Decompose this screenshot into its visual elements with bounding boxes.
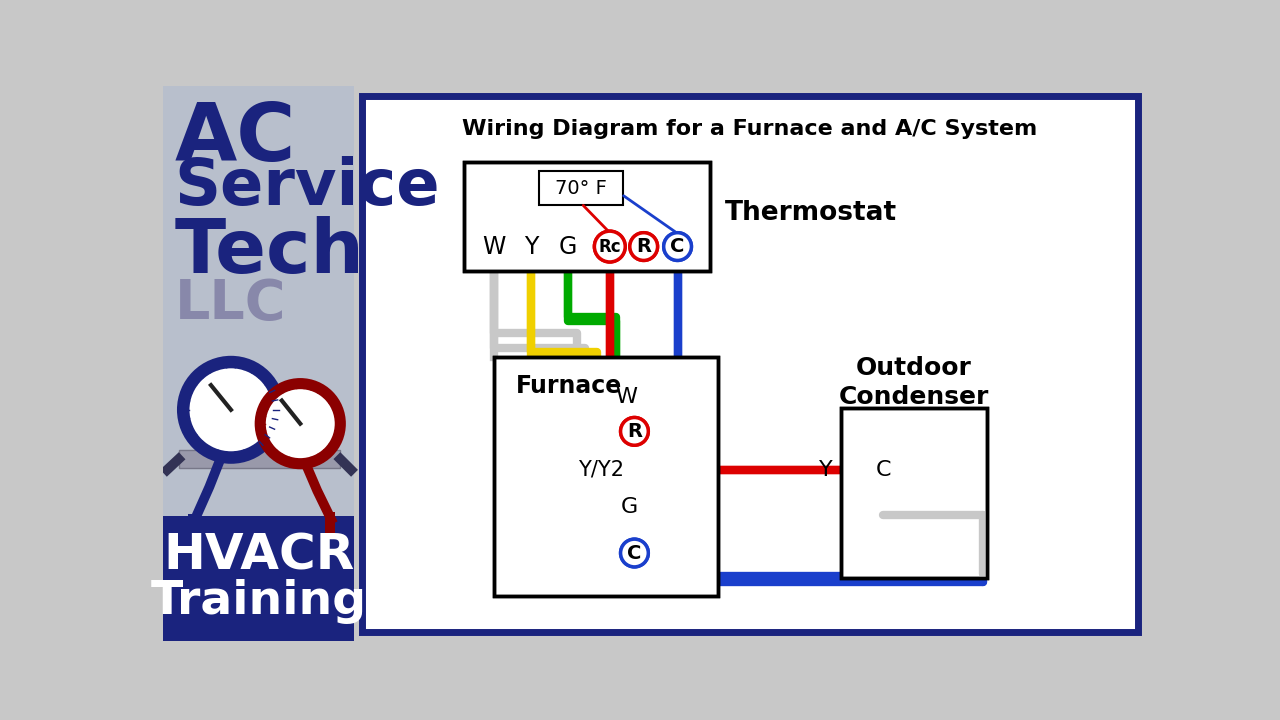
Text: Rc: Rc — [599, 238, 621, 256]
FancyBboxPatch shape — [164, 86, 355, 641]
Text: 70° F: 70° F — [556, 179, 607, 197]
FancyBboxPatch shape — [164, 516, 355, 641]
Text: G: G — [559, 235, 577, 258]
FancyBboxPatch shape — [362, 96, 1138, 631]
Circle shape — [621, 418, 648, 445]
FancyBboxPatch shape — [463, 162, 710, 271]
Circle shape — [664, 233, 691, 261]
Text: C: C — [627, 544, 641, 562]
Circle shape — [630, 233, 658, 261]
Circle shape — [594, 231, 625, 262]
Circle shape — [630, 233, 658, 261]
Circle shape — [621, 539, 648, 567]
Text: Rc: Rc — [599, 238, 621, 256]
Circle shape — [621, 418, 648, 445]
Text: R: R — [627, 422, 643, 441]
Text: C: C — [627, 544, 641, 562]
Circle shape — [260, 384, 340, 464]
Text: Y/Y2: Y/Y2 — [577, 460, 623, 480]
Text: Service: Service — [175, 156, 440, 217]
Text: Outdoor: Outdoor — [856, 356, 972, 380]
Text: Condenser: Condenser — [838, 385, 989, 409]
Text: HVACR: HVACR — [163, 531, 355, 580]
Text: Y: Y — [524, 235, 539, 258]
Text: Wiring Diagram for a Furnace and A/C System: Wiring Diagram for a Furnace and A/C Sys… — [462, 119, 1038, 139]
Circle shape — [594, 231, 625, 262]
Text: C: C — [876, 460, 891, 480]
FancyBboxPatch shape — [179, 450, 340, 468]
Text: Y: Y — [819, 460, 833, 480]
Circle shape — [183, 362, 279, 457]
Text: G: G — [621, 497, 637, 517]
Text: Tech: Tech — [175, 216, 365, 289]
FancyBboxPatch shape — [325, 512, 335, 534]
Text: AC: AC — [175, 100, 296, 179]
Text: W: W — [616, 387, 637, 408]
Text: R: R — [636, 237, 652, 256]
Text: W: W — [483, 235, 506, 258]
Circle shape — [621, 539, 648, 567]
Text: R: R — [636, 237, 652, 256]
Text: Furnace: Furnace — [516, 374, 622, 398]
FancyBboxPatch shape — [841, 408, 987, 577]
Text: C: C — [671, 237, 685, 256]
Text: LLC: LLC — [175, 277, 287, 331]
Text: C: C — [671, 237, 685, 256]
Circle shape — [664, 233, 691, 261]
FancyBboxPatch shape — [494, 357, 718, 596]
FancyBboxPatch shape — [188, 514, 198, 535]
FancyBboxPatch shape — [539, 171, 623, 205]
Text: R: R — [627, 422, 643, 441]
Text: Training: Training — [151, 579, 367, 624]
Text: Thermostat: Thermostat — [726, 200, 897, 227]
